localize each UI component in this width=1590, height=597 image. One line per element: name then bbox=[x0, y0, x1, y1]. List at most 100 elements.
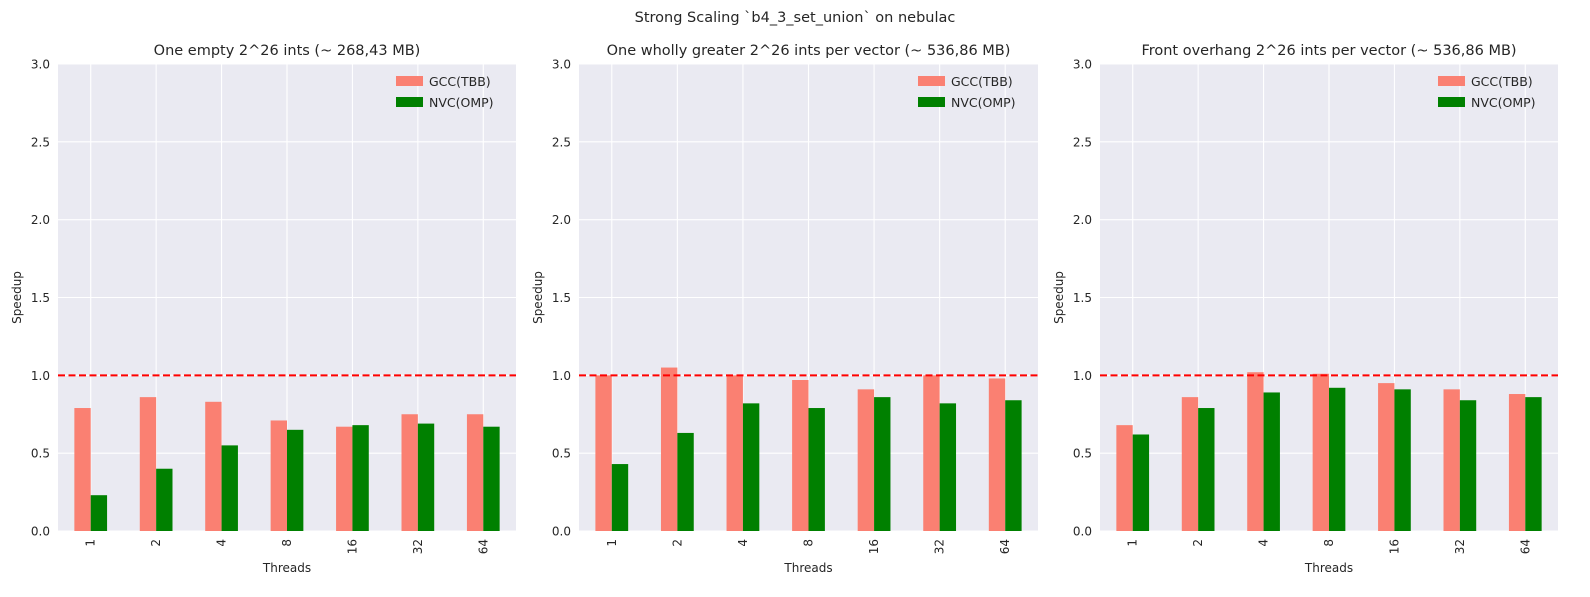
bar-nvc-threads-32 bbox=[417, 423, 435, 531]
bar-gcc-threads-64 bbox=[1508, 394, 1526, 531]
x-tick-label: 8 bbox=[1322, 539, 1336, 547]
bar-gcc-threads-1 bbox=[74, 408, 91, 531]
x-tick-label: 32 bbox=[411, 539, 425, 554]
x-tick-label: 1 bbox=[1126, 539, 1140, 547]
panel-title: One empty 2^26 ints (~ 268,43 MB) bbox=[154, 43, 421, 59]
bar-nvc-threads-2 bbox=[156, 468, 173, 531]
y-tick-label: 2.0 bbox=[552, 213, 571, 227]
y-tick-label: 2.5 bbox=[552, 135, 571, 149]
bar-nvc-threads-4 bbox=[742, 403, 760, 531]
x-tick-label: 1 bbox=[84, 539, 98, 547]
x-tick-label: 8 bbox=[802, 539, 816, 547]
bar-gcc-threads-32 bbox=[1443, 389, 1460, 531]
legend-label: NVC(OMP) bbox=[429, 95, 494, 110]
x-tick-label: 4 bbox=[736, 539, 750, 547]
bar-gcc-threads-16 bbox=[336, 426, 353, 531]
legend-label: NVC(OMP) bbox=[951, 95, 1016, 110]
bar-nvc-threads-64 bbox=[1525, 397, 1542, 531]
bar-gcc-threads-32 bbox=[923, 375, 940, 531]
bar-gcc-threads-4 bbox=[726, 375, 743, 531]
y-tick-label: 2.5 bbox=[1073, 135, 1092, 149]
legend: GCC(TBB) NVC(OMP) bbox=[1438, 74, 1536, 110]
x-tick-label: 16 bbox=[1387, 539, 1401, 554]
y-axis-label: Speedup bbox=[10, 271, 24, 324]
bar-nvc-threads-32 bbox=[1459, 400, 1477, 531]
panel-title: One wholly greater 2^26 ints per vector … bbox=[607, 43, 1011, 59]
figure-title: Strong Scaling `b4_3_set_union` on nebul… bbox=[635, 10, 956, 26]
chart-panel-2: 0.0 0.5 1.0 1.5 2.0 2.5 3.0 1 2 4 8 16 32 64 One wholl… bbox=[531, 43, 1038, 575]
y-tick-label: 0.0 bbox=[1073, 525, 1092, 539]
x-axis-label: Threads bbox=[783, 561, 832, 575]
x-tick-label: 32 bbox=[1453, 539, 1467, 554]
bar-gcc-threads-16 bbox=[857, 389, 875, 531]
x-tick-label: 2 bbox=[670, 539, 684, 547]
legend: GCC(TBB) NVC(OMP) bbox=[396, 74, 494, 110]
x-tick-label: 1 bbox=[605, 539, 619, 547]
x-tick-label: 2 bbox=[1191, 539, 1205, 547]
bar-gcc-threads-8 bbox=[270, 420, 287, 531]
bar-gcc-threads-1 bbox=[595, 375, 612, 531]
x-axis-label: Threads bbox=[1304, 561, 1353, 575]
bar-gcc-threads-4 bbox=[1247, 372, 1264, 531]
x-tick-label: 16 bbox=[867, 539, 881, 554]
y-tick-label: 1.5 bbox=[552, 291, 571, 305]
x-tick-label: 64 bbox=[998, 539, 1012, 554]
bar-gcc-threads-64 bbox=[466, 414, 484, 531]
x-tick-label: 8 bbox=[280, 539, 294, 547]
y-axis-label: Speedup bbox=[531, 271, 545, 324]
y-tick-label: 3.0 bbox=[552, 58, 571, 72]
legend-swatch-nvc bbox=[1438, 97, 1465, 107]
bar-nvc-threads-16 bbox=[1394, 389, 1411, 531]
legend-swatch-gcc bbox=[918, 76, 945, 86]
y-tick-label: 1.0 bbox=[31, 369, 50, 383]
x-tick-label: 64 bbox=[476, 539, 490, 554]
y-tick-label: 1.0 bbox=[552, 369, 571, 383]
legend-swatch-gcc bbox=[1438, 76, 1465, 86]
y-tick-label: 1.0 bbox=[1073, 369, 1092, 383]
bar-nvc-threads-1 bbox=[1132, 434, 1150, 531]
y-tick-label: 0.5 bbox=[1073, 447, 1092, 461]
legend: GCC(TBB) NVC(OMP) bbox=[918, 74, 1016, 110]
bar-nvc-threads-2 bbox=[1198, 408, 1215, 531]
legend-label: GCC(TBB) bbox=[951, 74, 1013, 89]
bar-nvc-threads-32 bbox=[939, 403, 957, 531]
bar-nvc-threads-64 bbox=[483, 426, 500, 531]
bar-nvc-threads-8 bbox=[808, 408, 825, 531]
chart-panel-3: 0.0 0.5 1.0 1.5 2.0 2.5 3.0 1 2 4 8 16 32 64 Front ove… bbox=[1052, 43, 1558, 575]
x-tick-label: 16 bbox=[345, 539, 359, 554]
bar-gcc-threads-8 bbox=[792, 380, 809, 531]
bar-gcc-threads-4 bbox=[205, 401, 222, 531]
chart-panel-1: 0.0 0.5 1.0 1.5 2.0 2.5 3.0 1 2 4 8 16 32 64 One empty… bbox=[10, 43, 516, 575]
y-tick-label: 3.0 bbox=[31, 58, 50, 72]
bar-nvc-threads-4 bbox=[1263, 392, 1280, 531]
x-tick-label: 64 bbox=[1518, 539, 1532, 554]
legend-swatch-gcc bbox=[396, 76, 423, 86]
legend-swatch-nvc bbox=[918, 97, 945, 107]
y-tick-label: 0.5 bbox=[31, 447, 50, 461]
legend-label: NVC(OMP) bbox=[1471, 95, 1536, 110]
bar-nvc-threads-16 bbox=[352, 425, 369, 531]
y-tick-label: 0.0 bbox=[31, 525, 50, 539]
y-tick-label: 1.5 bbox=[1073, 291, 1092, 305]
x-tick-label: 32 bbox=[933, 539, 947, 554]
bar-nvc-threads-1 bbox=[611, 464, 629, 531]
bar-nvc-threads-16 bbox=[874, 397, 891, 531]
y-axis-label: Speedup bbox=[1052, 271, 1066, 324]
bar-gcc-threads-32 bbox=[401, 414, 418, 531]
y-tick-label: 1.5 bbox=[31, 291, 50, 305]
bar-gcc-threads-16 bbox=[1378, 383, 1395, 531]
bar-gcc-threads-1 bbox=[1116, 425, 1133, 531]
bar-nvc-threads-4 bbox=[221, 445, 238, 531]
bar-nvc-threads-64 bbox=[1005, 400, 1022, 531]
panel-title: Front overhang 2^26 ints per vector (~ 5… bbox=[1141, 43, 1516, 59]
bar-gcc-threads-64 bbox=[988, 378, 1006, 531]
bar-gcc-threads-8 bbox=[1312, 373, 1329, 531]
x-axis-label: Threads bbox=[262, 561, 311, 575]
bar-gcc-threads-2 bbox=[660, 367, 678, 531]
legend-label: GCC(TBB) bbox=[1471, 74, 1533, 89]
x-tick-label: 4 bbox=[215, 539, 229, 547]
x-tick-label: 4 bbox=[1257, 539, 1271, 547]
legend-swatch-nvc bbox=[396, 97, 423, 107]
